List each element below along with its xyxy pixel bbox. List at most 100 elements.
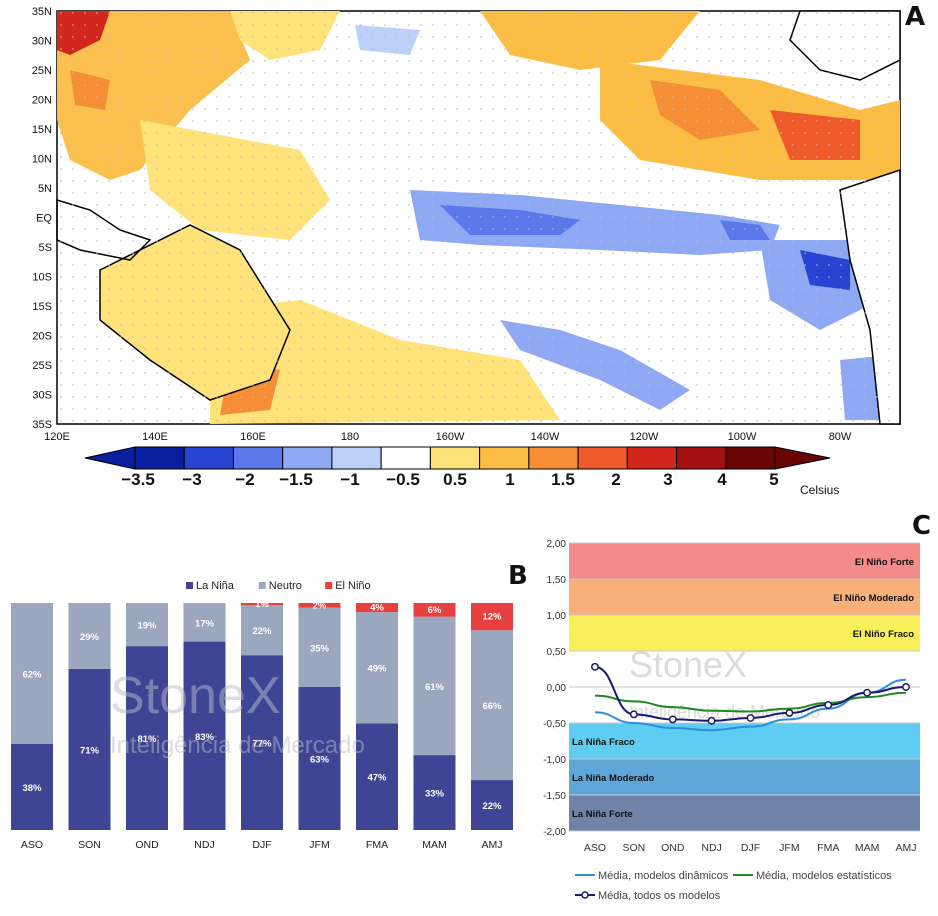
colorbar-label-10: 3 <box>663 470 672 489</box>
sst-anomaly-map: 35N 30N 25N 20N 15N 10N 5N EQ 5S 10S 15S 20S 25S 30S 3… <box>32 6 901 497</box>
panel-label-a: A <box>905 2 926 32</box>
longitude-labels: 120E 140E 160E 180 160W 140W 120W 100W 80W <box>44 431 852 443</box>
bar-DJF-elnio <box>241 603 283 606</box>
x-tick-FMA: FMA <box>817 842 839 854</box>
lon-label-140E: 140E <box>142 431 168 443</box>
series-point-ASO <box>591 662 599 671</box>
lat-label-15N: 15N <box>32 124 52 136</box>
x-tick-SON: SON <box>622 842 645 854</box>
legend-label-neutro: Neutro <box>269 580 302 592</box>
band-label: El Niño Forte <box>855 557 914 568</box>
legend-swatch-elnio <box>325 582 333 589</box>
colorbar-swatch-7 <box>479 446 530 470</box>
legend-swatch-lania <box>186 582 193 589</box>
colorbar-swatch-10 <box>626 446 678 470</box>
bar-value-label: 83% <box>195 732 215 743</box>
sst-anomaly-map-panel: 35N 30N 25N 20N 15N 10N 5N EQ 5S 10S 15S 20S 25S 30S 3… <box>32 2 926 497</box>
legend-label-2: Média, todos os modelos <box>598 890 721 902</box>
lat-label-35S: 35S <box>32 419 52 431</box>
x-tick-ASO: ASO <box>584 842 606 854</box>
legend-label-0: Média, modelos dinâmicos <box>598 870 729 882</box>
header-mask <box>0 535 178 595</box>
colorbar-label-3: −1.5 <box>279 470 313 489</box>
colorbar-label-6: 0.5 <box>443 470 467 489</box>
x-tick-AMJ: AMJ <box>896 842 917 854</box>
bar-value-label: 71% <box>80 745 100 756</box>
lon-label-100W: 100W <box>728 431 757 443</box>
x-tick-NDJ: NDJ <box>194 839 214 851</box>
latitude-labels: 35N 30N 25N 20N 15N 10N 5N EQ 5S 10S 15S 20S 25S 30S 3… <box>32 6 53 431</box>
bar-AMJ-neutro <box>471 630 513 781</box>
legend-marker <box>581 891 589 899</box>
legend-swatch-neutro <box>258 582 266 589</box>
legend-label-elnio: El Niño <box>335 580 370 592</box>
series-point-DJF <box>746 714 755 722</box>
colorbar-swatch-4 <box>331 446 382 470</box>
band-la-ni-a-moderado <box>569 759 920 795</box>
panel-label-b: B <box>508 561 528 591</box>
lat-label-30N: 30N <box>32 36 52 48</box>
x-tick-MAM: MAM <box>422 839 447 851</box>
bar-value-label: 38% <box>22 783 42 794</box>
stacked-bar-chart: La Niña Neutro El Niño 38% 62% 71% 29% 81% 19% 83… <box>0 535 513 851</box>
line-chart: El Niño Forte El Niño Moderado El Niño Fra… <box>543 539 920 902</box>
bar-value-label: 63% <box>310 754 330 765</box>
bar-MAM-lania <box>413 755 456 830</box>
bar-FMA-elnio <box>356 603 398 613</box>
bar-ASO-lania <box>11 743 53 830</box>
x-tick-JFM: JFM <box>309 839 329 851</box>
bar-value-label: 49% <box>367 664 387 675</box>
band-el-ni-o-moderado <box>569 579 920 615</box>
bar-value-label: 29% <box>80 632 100 643</box>
bar-value-label: 35% <box>310 643 330 654</box>
colorbar-max-arrow <box>774 446 831 470</box>
x-tick-SON: SON <box>78 839 101 851</box>
colorbar-swatch-8 <box>528 446 579 470</box>
band-el-ni-o-fraco <box>569 615 920 651</box>
map-gridlines <box>57 11 900 424</box>
colorbar-label-8: 1.5 <box>551 470 575 489</box>
bar-FMA-neutro <box>356 612 398 724</box>
bar-value-label: 22% <box>252 626 272 637</box>
band-label: La Niña Moderado <box>572 773 655 784</box>
series-point-JFM <box>785 708 794 717</box>
lat-label-25N: 25N <box>32 65 52 77</box>
colorbar-unit: Celsius <box>800 483 839 497</box>
watermark-brand: StoneX <box>110 667 281 725</box>
colorbar-swatch-0 <box>134 446 185 470</box>
enso-probability-chart: La Niña Neutro El Niño 38% 62% 71% 29% 81% 19% 83… <box>0 535 528 911</box>
lat-label-EQ: EQ <box>36 213 52 225</box>
lat-label-35N: 35N <box>32 6 52 18</box>
bar-value-label: 81% <box>137 734 157 745</box>
bar-OND-lania <box>126 646 168 830</box>
x-tick-MAM: MAM <box>855 842 880 854</box>
lat-label-20S: 20S <box>32 331 52 343</box>
y-tick: -1,00 <box>543 755 566 766</box>
y-tick: 0,00 <box>547 683 567 694</box>
x-tick-FMA: FMA <box>366 839 388 851</box>
bar-SON-lania <box>68 668 111 830</box>
line-legend: Média, modelos dinâmicos Média, modelos e… <box>575 870 892 902</box>
band-label: La Niña Fraco <box>572 737 635 748</box>
lon-label-160W: 160W <box>436 431 465 443</box>
x-tick-DJF: DJF <box>252 839 271 851</box>
lat-label-30S: 30S <box>32 390 52 402</box>
nino34-forecast-chart: El Niño Forte El Niño Moderado El Niño Fra… <box>525 511 938 911</box>
y-tick: -2,00 <box>543 827 566 838</box>
x-tick-DJF: DJF <box>741 842 760 854</box>
y-tick: 0,50 <box>547 647 567 658</box>
series-point-MAM <box>863 688 872 697</box>
colorbar-swatch-6 <box>429 446 481 470</box>
colorbar-swatch-12 <box>725 446 776 470</box>
bar-value-label: 4% <box>370 603 384 614</box>
lon-label-180: 180 <box>341 431 359 443</box>
x-tick-NDJ: NDJ <box>701 842 721 854</box>
x-tick-AMJ: AMJ <box>482 839 503 851</box>
bar-value-label: 17% <box>195 618 215 629</box>
intensity-bands: El Niño Forte El Niño Moderado El Niño Fra… <box>569 543 920 831</box>
colorbar-swatch-3 <box>282 446 333 470</box>
bar-legend: La Niña Neutro El Niño <box>186 580 371 592</box>
colorbar-label-12: 5 <box>769 470 778 489</box>
lon-label-120W: 120W <box>630 431 659 443</box>
bar-DJF-neutro <box>241 605 283 656</box>
